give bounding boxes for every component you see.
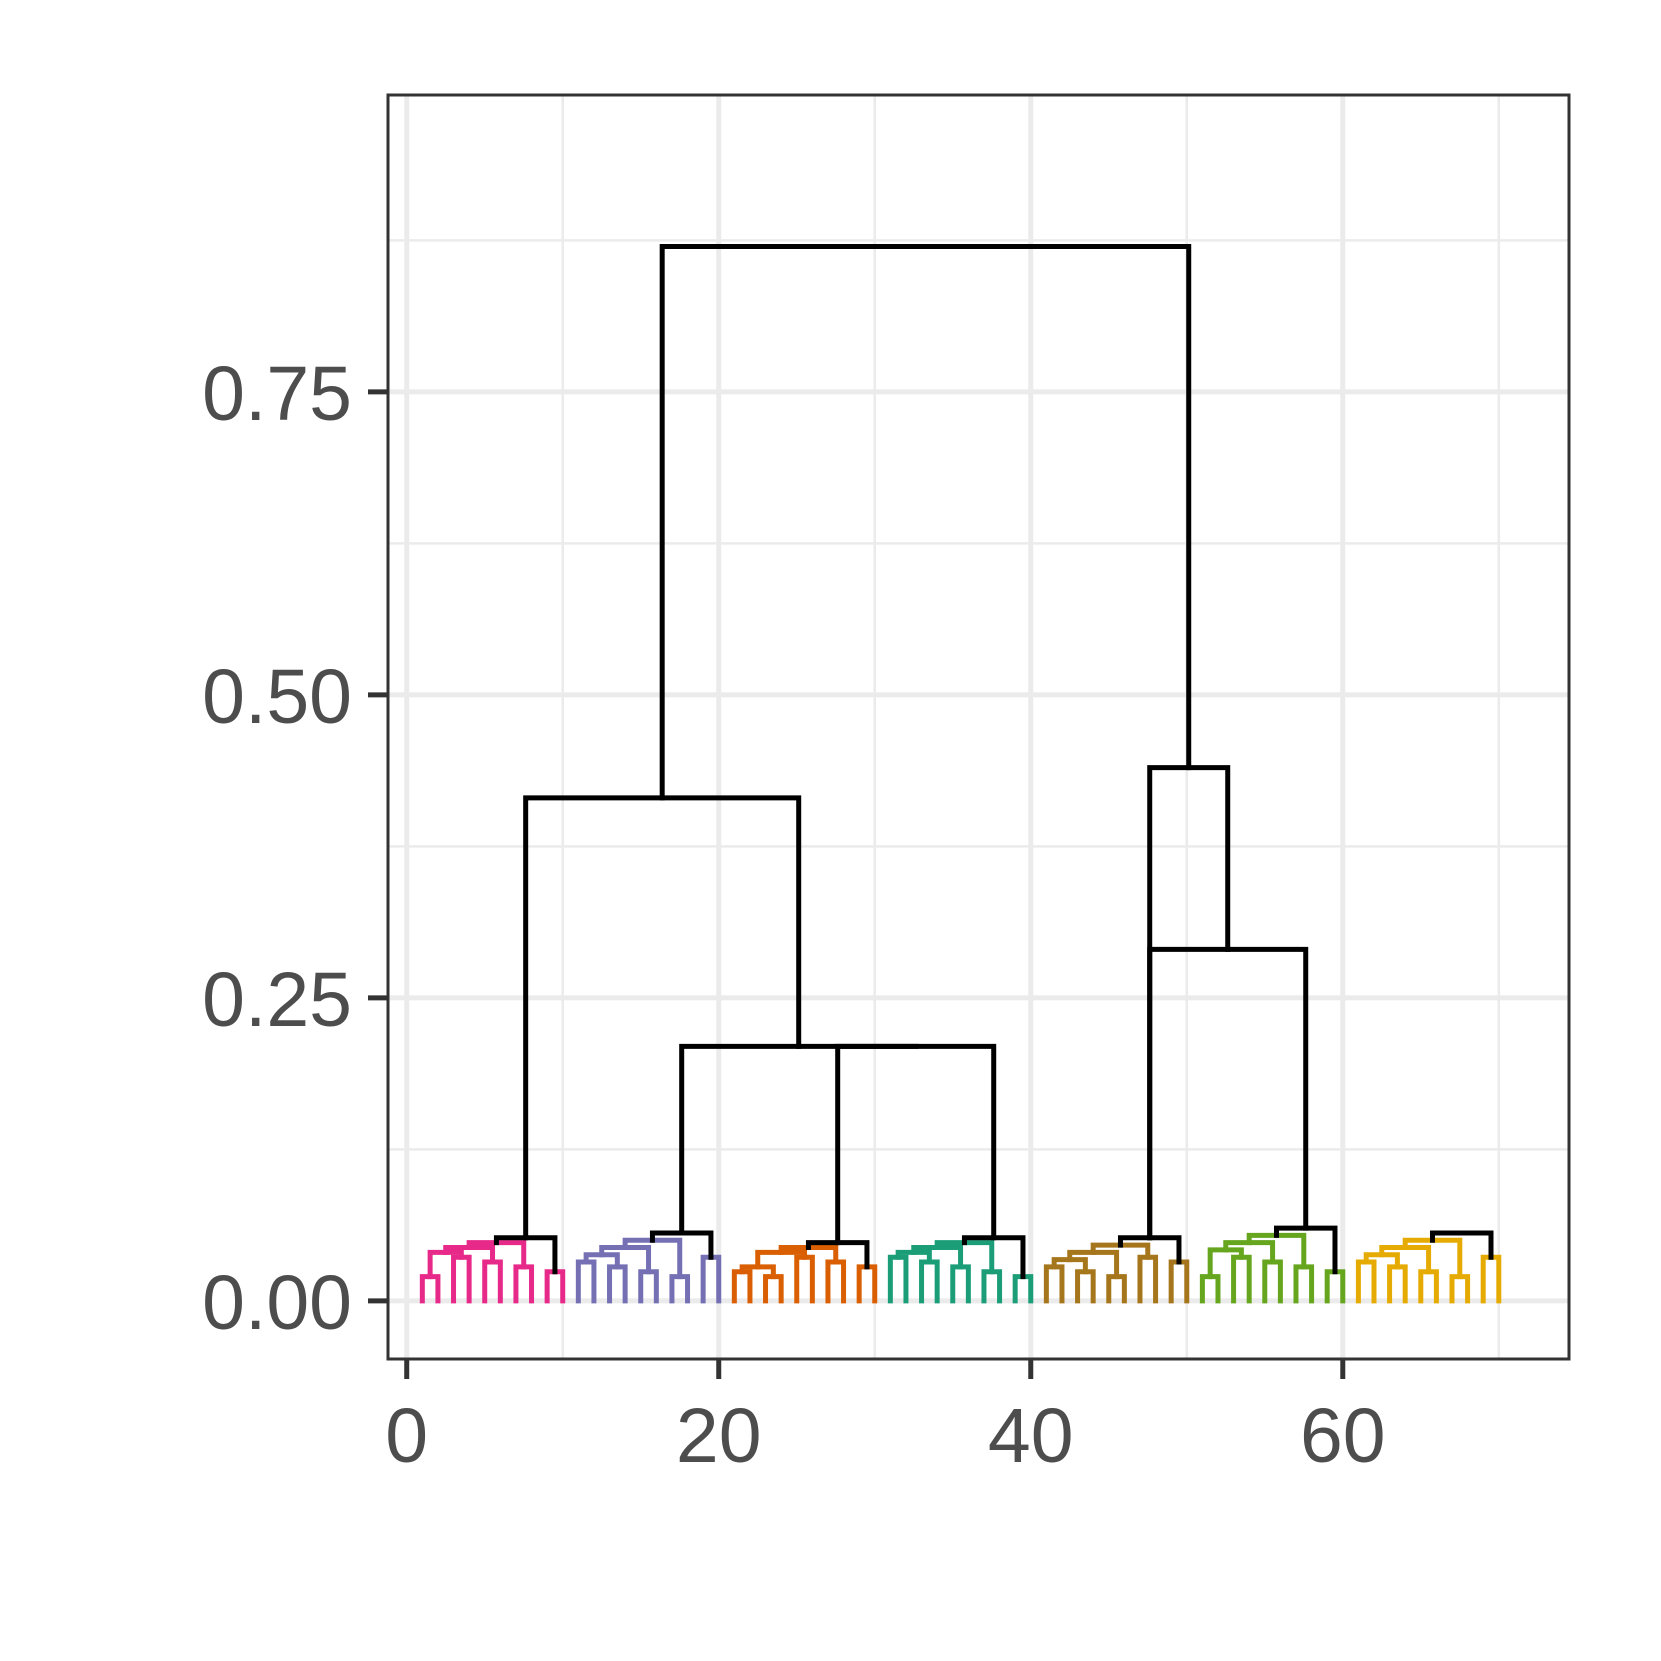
merge-2-34-link	[679, 1043, 919, 1236]
x-tick-label: 60	[1300, 1393, 1386, 1479]
dendrogram-links	[419, 243, 1502, 1304]
y-tick-label: 0.00	[202, 1260, 352, 1346]
y-tick-label: 0.50	[202, 654, 352, 740]
axes: 0 20 40 60 0.00 0.25 0.50 0.75	[202, 351, 1385, 1479]
y-tick-label: 0.75	[202, 351, 352, 437]
cluster-7-merge-link	[1429, 1230, 1494, 1260]
root-link	[659, 243, 1192, 801]
x-tick-label: 20	[676, 1393, 762, 1479]
x-tick-label: 0	[385, 1393, 428, 1479]
x-tick-label: 40	[988, 1393, 1074, 1479]
panel-background	[388, 95, 1569, 1359]
panel-border	[386, 93, 1571, 1361]
y-tick-label: 0.25	[202, 957, 352, 1043]
